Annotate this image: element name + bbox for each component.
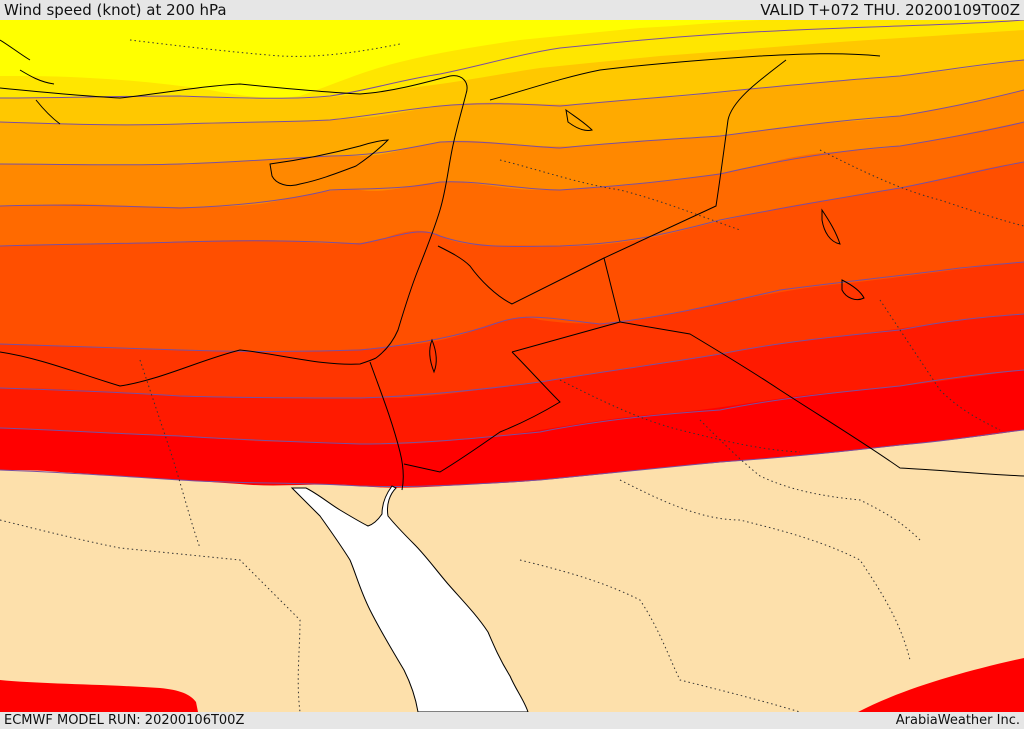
header-bar: Wind speed (knot) at 200 hPa VALID T+072… xyxy=(0,0,1024,20)
contour-lines xyxy=(0,20,1024,488)
map-title: Wind speed (knot) at 200 hPa xyxy=(4,1,227,19)
model-run: ECMWF MODEL RUN: 20200106T00Z xyxy=(4,713,245,728)
country-borders xyxy=(369,53,1024,491)
coastlines xyxy=(0,39,865,387)
footer-bar: ECMWF MODEL RUN: 20200106T00Z ArabiaWeat… xyxy=(0,712,1024,729)
wind-speed-map[interactable] xyxy=(0,20,1024,712)
admin-boundaries xyxy=(0,39,1024,712)
wind-band-bottom-left xyxy=(0,680,198,712)
credit-text: ArabiaWeather Inc. xyxy=(895,713,1020,728)
wind-band-yellow xyxy=(0,20,760,98)
valid-time: VALID T+072 THU. 20200109T00Z xyxy=(760,1,1020,19)
red-sea xyxy=(290,485,529,712)
wind-band-bottom-right xyxy=(858,658,1024,712)
